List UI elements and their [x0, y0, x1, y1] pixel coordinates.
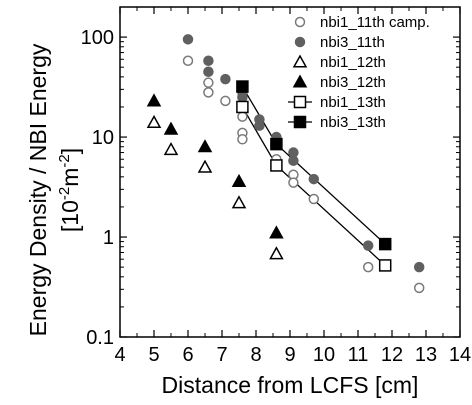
data-point [413, 261, 425, 273]
data-point [203, 77, 214, 88]
x-tick-labels: 4 5 6 7 8 9 10 11 12 13 14 [114, 344, 471, 366]
y-units-close: ] [57, 148, 83, 154]
y-units-exp2: -2 [56, 154, 73, 167]
data-point [182, 55, 194, 66]
data-point [203, 87, 214, 98]
legend-label: nbi1_11th camp. [320, 14, 430, 31]
axis-ticks [119, 6, 461, 338]
legend: nbi1_11th camp. nbi3_11th nbi1_12th nbi3_12… [288, 14, 430, 131]
data-point [362, 261, 374, 273]
y-tick-labels: 0.1 1 10 100 [81, 27, 114, 349]
legend-label: nbi3_11th [320, 34, 385, 51]
y-axis-title: Energy Density / NBI Energy [25, 43, 51, 336]
data-point [231, 195, 247, 209]
data-point [220, 73, 231, 85]
data-point [231, 173, 247, 187]
data-points [146, 34, 425, 294]
y-tick-label: 100 [81, 27, 114, 49]
data-point [413, 282, 425, 294]
data-point [220, 95, 231, 107]
y-axis-units: [10-2m-2] [56, 148, 83, 232]
y-units-open: [10 [57, 200, 83, 232]
legend-marker [293, 115, 307, 129]
data-point [308, 173, 320, 185]
x-tick-label: 7 [216, 344, 227, 366]
data-point [146, 114, 162, 129]
x-tick-label: 5 [148, 344, 159, 366]
y-tick-label: 1 [103, 227, 114, 249]
data-point [288, 177, 299, 188]
data-point [197, 139, 213, 153]
data-point [182, 34, 194, 45]
legend-marker [293, 95, 307, 109]
legend-label: nbi1_13th [320, 94, 386, 111]
x-tick-label: 13 [415, 344, 437, 366]
legend-marker [292, 74, 308, 88]
legend-label: nbi3_12th [320, 74, 386, 91]
data-point [163, 121, 179, 135]
x-tick-label: 4 [114, 344, 125, 366]
data-point [146, 93, 162, 107]
legend-marker [294, 36, 306, 48]
data-point [270, 159, 283, 172]
data-point [254, 120, 265, 131]
y-axis-units-text: [10-2m-2] [56, 148, 83, 232]
data-point [270, 137, 283, 151]
x-tick-label: 12 [381, 344, 403, 366]
data-point [236, 80, 249, 93]
x-tick-label: 8 [250, 344, 261, 366]
data-point [237, 134, 248, 145]
x-tick-label: 14 [449, 344, 471, 366]
legend-label: nbi3_13th [320, 114, 386, 131]
x-tick-label: 6 [182, 344, 193, 366]
data-point [163, 142, 179, 156]
data-point [362, 240, 374, 251]
legend-marker [294, 16, 306, 28]
y-units-exp1: -2 [56, 187, 73, 200]
data-point [378, 259, 392, 272]
data-point [308, 193, 320, 205]
data-point [269, 225, 284, 239]
y-tick-label: 0.1 [86, 327, 114, 349]
data-point [197, 159, 213, 173]
data-point [237, 111, 248, 122]
x-tick-label: 11 [348, 344, 369, 366]
legend-marker [292, 54, 308, 68]
data-point [203, 66, 214, 78]
data-point [203, 55, 214, 66]
x-tick-label: 9 [284, 344, 295, 366]
data-point [378, 237, 392, 251]
y-tick-label: 10 [92, 127, 114, 149]
data-point [237, 92, 248, 103]
y-axis-title-line1: Energy Density / NBI Energy [25, 43, 51, 336]
x-tick-label: 10 [313, 344, 335, 366]
x-axis-title: Distance from LCFS [cm] [162, 372, 419, 398]
data-point [288, 155, 299, 166]
data-point [269, 246, 284, 260]
data-point [236, 100, 249, 114]
legend-label: nbi1_12th [320, 54, 386, 71]
y-units-m: m [57, 168, 83, 187]
